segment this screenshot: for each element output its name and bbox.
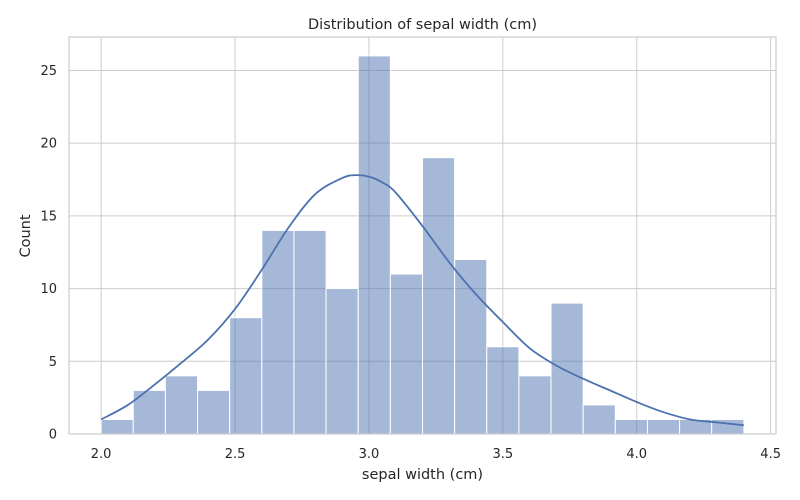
x-tick-label: 2.5 <box>225 447 246 462</box>
y-tick-labels: 0 5 10 15 20 25 <box>40 64 57 443</box>
x-tick-label: 4.0 <box>626 447 647 462</box>
y-tick-label: 15 <box>40 209 57 224</box>
histogram-bar <box>550 302 584 435</box>
histogram-bar <box>357 55 391 435</box>
y-tick-label: 20 <box>40 137 57 152</box>
histogram-bar <box>293 229 327 435</box>
histogram-bar <box>582 404 616 435</box>
kde-layer <box>100 174 744 427</box>
histogram-bar <box>422 157 456 435</box>
histogram-bar <box>518 375 552 435</box>
chart-title: Distribution of sepal width (cm) <box>308 17 537 33</box>
histogram-bar <box>614 418 648 435</box>
histogram-bar <box>261 229 295 435</box>
x-axis-label: sepal width (cm) <box>362 467 483 483</box>
histogram-bar <box>454 258 488 435</box>
x-tick-label: 3.0 <box>359 447 380 462</box>
bar-layer <box>100 55 745 435</box>
histogram-bar <box>646 418 681 435</box>
histogram-bar <box>486 346 520 435</box>
kde-curve <box>100 174 744 427</box>
plot-frame <box>68 36 777 435</box>
y-tick-label: 10 <box>40 282 57 297</box>
histogram-bar <box>389 273 424 435</box>
histogram-bar <box>197 389 231 435</box>
histogram-bar <box>164 375 199 435</box>
x-tick-labels: 2.0 2.5 3.0 3.5 4.0 4.5 <box>91 447 781 462</box>
histogram-bar <box>100 418 134 435</box>
y-tick-label: 25 <box>40 64 57 79</box>
x-tick-label: 3.5 <box>492 447 513 462</box>
histogram-bar <box>229 317 263 435</box>
histogram-bar <box>325 288 359 435</box>
x-tick-label: 4.5 <box>760 447 781 462</box>
y-axis-label: Count <box>18 214 34 257</box>
y-tick-label: 5 <box>49 355 57 370</box>
y-tick-label: 0 <box>49 428 57 443</box>
x-tick-label: 2.0 <box>91 447 112 462</box>
